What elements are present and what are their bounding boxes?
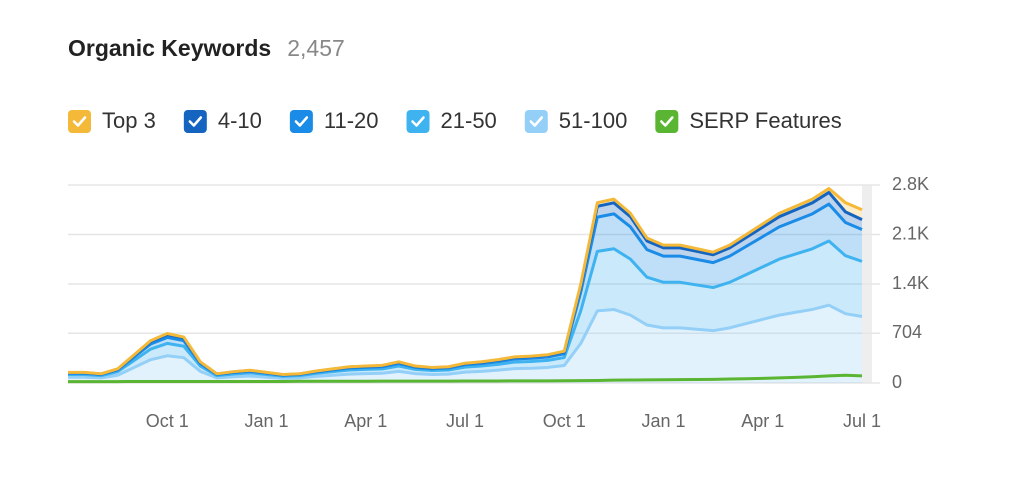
legend-label: 51-100 [559,108,628,133]
legend-label: Top 3 [102,108,156,133]
series-line [68,373,863,384]
x-tick-label: Jan 1 [244,411,288,431]
legend-item[interactable]: 11-20 [289,108,379,133]
legend-checkbox [524,110,548,133]
y-tick-label: 1.4K [892,273,929,293]
x-tick-label: Apr 1 [344,411,387,431]
check-mark [411,116,425,127]
y-tick-label: 2.8K [892,174,929,194]
x-tick-label: Oct 1 [146,411,189,431]
legend-label: 4-10 [218,108,262,133]
check-mark [188,116,203,127]
x-tick-label: Oct 1 [543,411,586,431]
legend-checkbox [406,110,430,133]
legend-checkbox [289,110,313,133]
y-tick-label: 704 [892,322,922,342]
x-tick-label: Apr 1 [741,411,784,431]
legend-label: 21-50 [441,108,497,133]
widget-title: Organic Keywords [68,35,271,61]
legend-label: SERP Features [689,108,841,133]
series-line [68,303,863,380]
legend-item[interactable]: 4-10 [183,108,262,133]
y-tick-label: 0 [892,372,902,392]
check-mark [294,116,309,127]
x-tick-label: Jul 1 [843,411,881,431]
x-tick-label: Jan 1 [641,411,685,431]
legend-item[interactable]: SERP Features [655,108,842,133]
series-line [68,239,863,378]
legend-checkbox [655,110,679,133]
series-line [68,187,863,377]
legend-item[interactable]: 21-50 [406,108,497,133]
check-mark [529,116,544,127]
area-band [68,305,862,383]
legend-checkbox [183,110,207,133]
legend-item[interactable]: 51-100 [524,108,628,133]
check-mark [660,116,674,127]
y-tick-label: 2.1K [892,223,929,243]
x-tick-label: Jul 1 [446,411,484,431]
area-band [68,241,862,379]
legend-checkbox [68,110,91,133]
check-mark [72,116,87,127]
legend-label: 11-20 [324,108,379,133]
legend-item[interactable]: Top 3 [68,108,156,133]
keyword-count: 2,457 [287,35,345,61]
